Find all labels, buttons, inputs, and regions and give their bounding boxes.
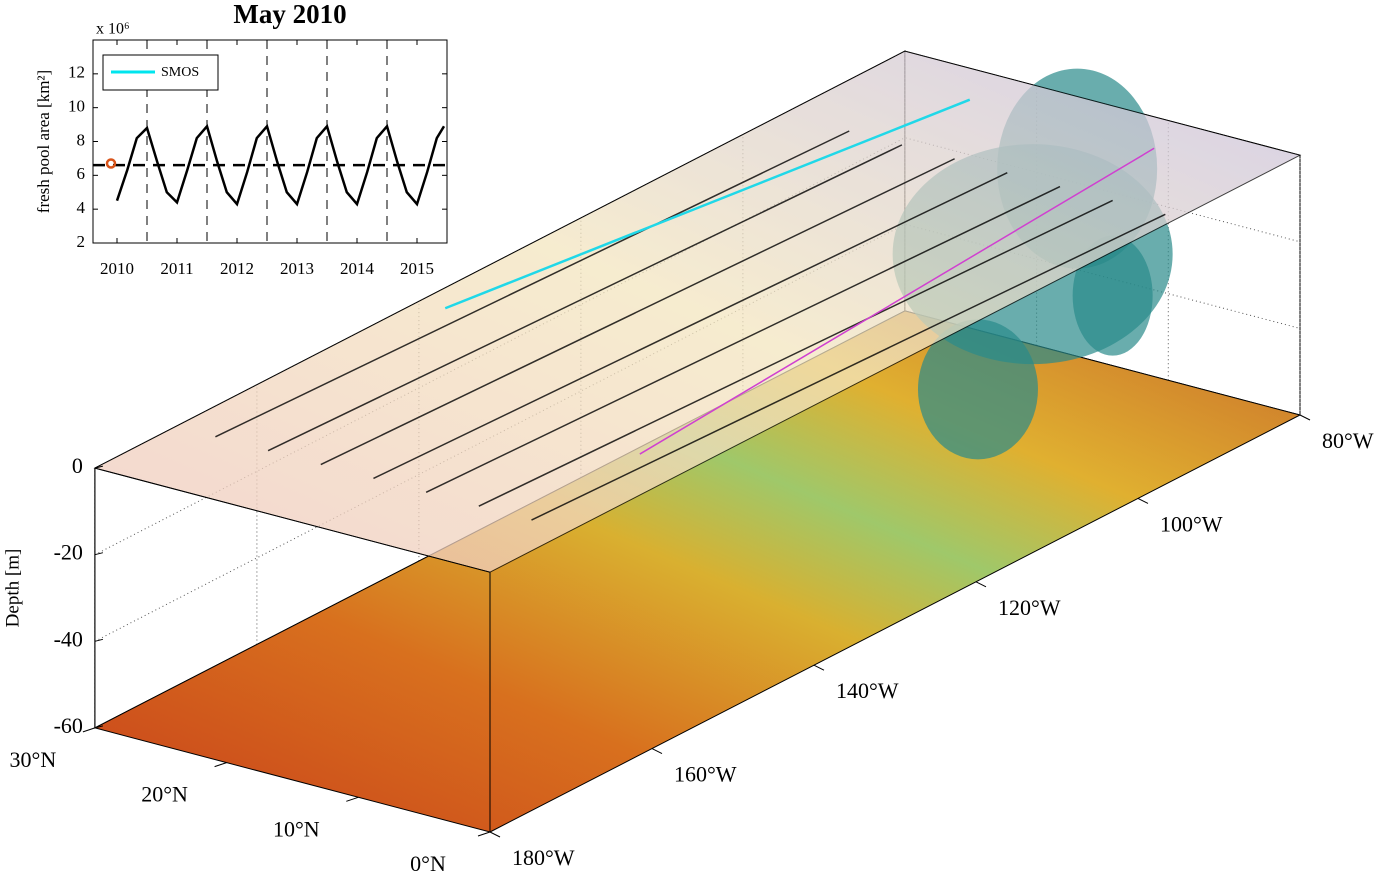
- multiplier: x 10⁶: [96, 21, 130, 38]
- y-tick: [82, 727, 96, 733]
- x-tick-label: 2012: [220, 259, 254, 278]
- series-line: [115, 123, 446, 207]
- box-edge: [94, 467, 491, 573]
- y-tick-label: 4: [77, 198, 86, 217]
- y-tick: [477, 831, 491, 837]
- salinity-contour: [444, 98, 971, 310]
- z-tick-label: 0: [72, 453, 83, 478]
- x-tick-label: 160°W: [674, 762, 737, 787]
- y-tick-label: 2: [77, 232, 86, 251]
- y-tick-label: 10°N: [273, 816, 320, 841]
- current-vectors: [320, 158, 955, 466]
- current-vectors: [425, 185, 1061, 494]
- current-vectors: [478, 199, 1113, 507]
- x-tick-label: 120°W: [998, 595, 1061, 620]
- y-tick-label: 12: [68, 63, 85, 82]
- x-tick-label: 100°W: [1160, 511, 1223, 536]
- x-tick: [489, 831, 501, 838]
- z-tick-label: -20: [54, 540, 83, 565]
- y-tick: [346, 796, 359, 802]
- x-tick: [1137, 497, 1149, 504]
- x-tick: [975, 581, 987, 588]
- current-vectors: [215, 130, 850, 438]
- x-tick-label: 2011: [160, 259, 193, 278]
- x-tick: [1299, 414, 1311, 421]
- inset-plot: SMOS 2 4 6 8 10 12 2010 2011 2012 2013 2014 2015 May …: [34, 0, 448, 278]
- current-vectors: [531, 213, 1166, 521]
- x-tick: [813, 664, 825, 671]
- y-tick-label: 30°N: [10, 747, 57, 772]
- y-tick-label: 0°N: [410, 851, 446, 874]
- current-marker: [105, 158, 117, 169]
- z-axis-label: Depth [m]: [2, 549, 23, 628]
- x-tick-label: 2013: [280, 259, 314, 278]
- z-tick-label: -40: [54, 626, 83, 651]
- volume-plot: 180°W 160°W 140°W 120°W 100°W 80°W 0°N 10°N 20°N…: [2, 50, 1374, 874]
- x-tick-label: 2010: [100, 259, 134, 278]
- x-tick-label: 2015: [400, 259, 434, 278]
- z-tick: [94, 552, 104, 556]
- z-tick: [94, 465, 104, 469]
- z-tick-label: -60: [54, 713, 83, 738]
- y-tick: [214, 762, 227, 768]
- y-axis-label: fresh pool area [km²]: [34, 70, 53, 213]
- y-tick-label: 6: [77, 164, 86, 183]
- chart-title: May 2010: [233, 0, 346, 29]
- z-tick: [94, 725, 104, 729]
- fresh-pool-volume: [917, 319, 1038, 460]
- y-tick-label: 10: [68, 97, 85, 116]
- x-tick-label: 2014: [340, 259, 375, 278]
- x-tick-label: 140°W: [836, 678, 899, 703]
- z-tick: [94, 638, 104, 642]
- y-tick-label: 20°N: [141, 782, 188, 807]
- x-tick-label: 180°W: [512, 845, 575, 870]
- current-vectors: [373, 171, 1008, 480]
- x-tick: [651, 748, 663, 755]
- y-tick-label: 8: [77, 130, 86, 149]
- legend-label: SMOS: [161, 65, 199, 80]
- x-tick-label: 80°W: [1322, 428, 1374, 453]
- current-vectors: [267, 144, 903, 452]
- front-contour: [639, 147, 1155, 455]
